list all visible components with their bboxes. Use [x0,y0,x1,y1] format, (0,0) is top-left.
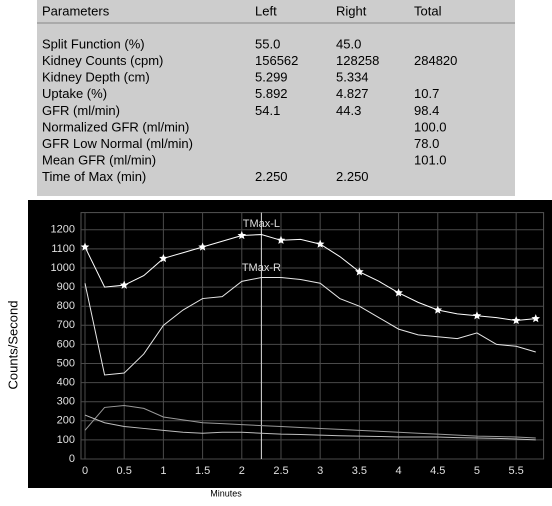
y-tick-label: 800 [57,300,75,312]
column-header: Total [414,3,442,18]
x-tick-label: 2.5 [273,465,288,477]
curve [84,414,536,441]
table-cell: 5.892 [255,86,288,101]
column-header: Parameters [42,3,110,18]
table-cell: GFR Low Normal (ml/min) [42,136,193,151]
curve [84,405,536,439]
table-cell: 45.0 [336,36,361,51]
table-cell: Uptake (%) [42,86,107,101]
y-tick-label: 200 [57,415,75,427]
y-tick-label: 1200 [51,224,75,236]
table-cell: Split Function (%) [42,36,145,51]
table-cell: Mean GFR (ml/min) [42,153,156,168]
x-tick-label: 3.5 [352,465,367,477]
star-marker [119,280,129,289]
x-tick-label: 4.5 [430,465,445,477]
table-cell: 2.250 [336,169,369,184]
table-cell: Time of Max (min) [42,169,146,184]
x-axis-label: Minutes [210,488,242,498]
star-marker [511,316,521,325]
table-cell: 284820 [414,53,457,68]
star-marker [472,311,482,320]
table-cell: 5.299 [255,70,288,85]
x-tick-label: 4 [396,465,402,477]
table-cell: 54.1 [255,103,280,118]
star-marker [198,242,207,251]
curve [84,234,536,322]
y-axis-label: Counts/Second [5,301,20,390]
table-cell: 4.827 [336,86,369,101]
y-tick-label: 1100 [51,243,75,255]
table-cell: 98.4 [414,103,439,118]
table-cell: 2.250 [255,169,288,184]
x-tick-label: 3 [317,465,323,477]
star-marker [394,288,403,297]
x-tick-label: 1 [160,465,166,477]
y-tick-label: 300 [57,396,75,408]
x-tick-label: 5.5 [509,465,524,477]
y-tick-label: 700 [57,319,75,331]
x-tick-label: 5 [474,465,480,477]
star-marker [237,231,247,240]
table-cell: 100.0 [414,119,447,134]
table-cell: 101.0 [414,153,447,168]
column-header: Right [336,3,367,18]
x-tick-label: 1.5 [195,465,210,477]
table-cell: Normalized GFR (ml/min) [42,119,189,134]
y-tick-label: 600 [57,338,75,350]
x-tick-label: 2 [239,465,245,477]
table-cell: 44.3 [336,103,361,118]
x-tick-label: 0.5 [117,465,132,477]
table-cell: 128258 [336,53,379,68]
table-cell: GFR (ml/min) [42,103,120,118]
x-tick-label: 0 [82,465,88,477]
star-marker [433,305,443,314]
column-header: Left [255,3,277,18]
table-cell: Kidney Counts (cpm) [42,53,163,68]
y-tick-label: 0 [69,453,75,465]
star-marker [159,253,168,263]
y-tick-label: 100 [57,434,75,446]
table-cell: 10.7 [414,86,439,101]
star-marker [276,235,286,244]
y-tick-label: 400 [57,377,75,389]
star-marker [531,314,541,323]
table-panel [37,0,515,196]
table-cell: Kidney Depth (cm) [42,70,150,85]
y-tick-label: 500 [57,357,75,369]
annotation: TMax-L [243,218,280,230]
y-tick-label: 1000 [51,262,75,274]
table-cell: 5.334 [336,70,369,85]
annotation: TMax-R [242,262,281,274]
table-cell: 78.0 [414,136,439,151]
star-marker [355,267,364,276]
star-marker [315,239,325,248]
y-tick-label: 900 [57,281,75,293]
table-cell: 55.0 [255,36,280,51]
star-marker [80,242,90,251]
table-cell: 156562 [255,53,298,68]
curve [84,277,536,376]
